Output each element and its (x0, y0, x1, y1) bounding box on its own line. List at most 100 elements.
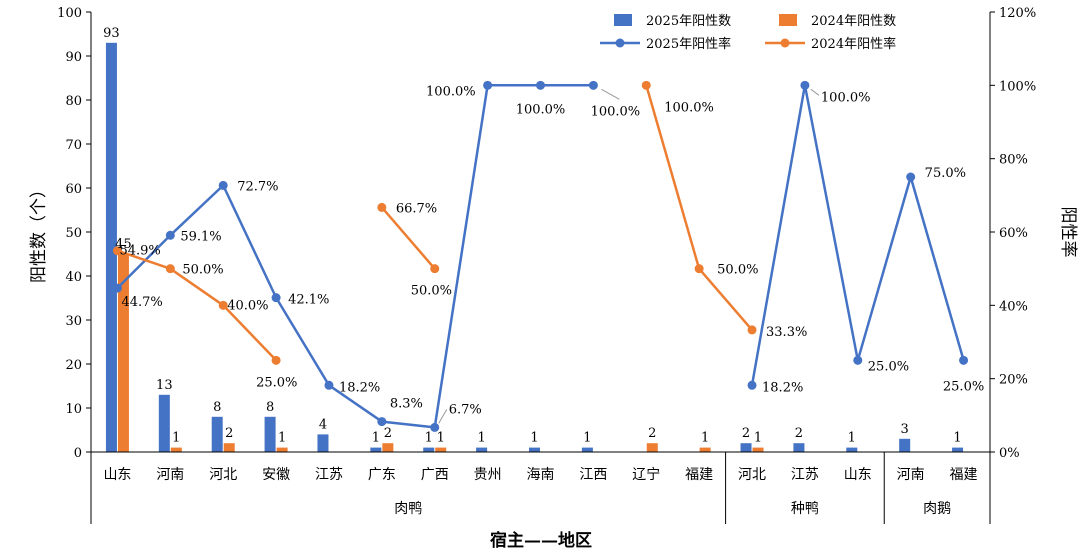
bar-2025 (529, 447, 540, 452)
bar-2025-label: 93 (103, 26, 120, 41)
bar-2024-label: 2 (384, 426, 392, 441)
bar-2024 (435, 447, 447, 452)
bar-2025-label: 13 (156, 378, 173, 393)
y-tick-label: 0 (74, 446, 82, 461)
rate-2024-line (645, 84, 753, 331)
bar-2025 (158, 394, 170, 452)
rate-2025-label: 25.0% (943, 379, 984, 394)
legend-label: 2024年阳性率 (811, 36, 896, 52)
bar-2024-label: 2 (648, 426, 656, 441)
bar-2025 (317, 434, 329, 452)
bar-2024 (646, 443, 658, 452)
rate-2025-point (218, 180, 228, 190)
y2-tick-label: 100% (999, 79, 1036, 94)
x-category-label: 河南 (156, 467, 184, 483)
x-category-label: 河北 (738, 467, 766, 483)
bar-2025-label: 1 (530, 431, 538, 446)
y-tick-label: 20 (65, 358, 82, 373)
y-tick-label: 90 (65, 50, 82, 65)
rate-2025-label: 72.7% (237, 179, 278, 194)
bar-2025 (899, 438, 911, 452)
y-tick-label: 80 (65, 94, 82, 109)
rate-2024-point (641, 80, 651, 90)
bar-2025-label: 2 (742, 426, 750, 441)
rate-2024-label: 66.7% (396, 201, 437, 216)
bar-2025 (370, 447, 382, 452)
rate-2025-point (112, 283, 122, 293)
x-category-label: 辽宁 (632, 466, 660, 483)
rate-2024-label: 100.0% (664, 100, 714, 115)
bar-2025-label: 1 (848, 431, 856, 446)
y2-tick-label: 60% (999, 226, 1028, 241)
bar-2025 (740, 443, 752, 452)
rate-2024-point (271, 355, 281, 365)
rate-2025-label: 18.2% (339, 380, 380, 395)
legend-swatch-bar (614, 14, 632, 26)
bar-2025-label: 8 (266, 400, 274, 415)
rate-2024-label: 25.0% (256, 375, 297, 390)
rate-2024-label: 40.0% (227, 298, 268, 313)
bar-2024-label: 1 (754, 431, 762, 446)
bar-2025 (211, 416, 223, 452)
group-label: 肉鸭 (394, 501, 422, 517)
rate-2025-label: 25.0% (868, 359, 909, 374)
bar-2025 (846, 447, 858, 452)
y-tick-label: 70 (65, 138, 82, 153)
bar-2025-label: 1 (477, 431, 485, 446)
bar-2025 (581, 447, 593, 452)
x-category-label: 广西 (421, 467, 449, 483)
rate-2024-label: 50.0% (411, 284, 452, 299)
rate-2025-point (536, 80, 545, 90)
y2-tick-label: 40% (999, 299, 1028, 314)
bar-2025-label: 2 (795, 426, 803, 441)
x-category-label: 江苏 (791, 467, 819, 483)
rate-2024-point (747, 325, 757, 335)
rate-2024-label: 50.0% (717, 263, 758, 278)
bar-2024 (382, 443, 394, 452)
legend-label: 2024年阳性数 (811, 14, 896, 29)
bar-2025 (793, 443, 805, 452)
group-label: 种鸭 (791, 501, 819, 517)
rate-2025-line (750, 84, 965, 386)
x-category-label: 福建 (950, 467, 978, 483)
rate-2025-point (271, 293, 281, 303)
rate-2025-point (324, 380, 334, 390)
legend-label: 2025年阳性数 (646, 14, 731, 29)
rate-2024-point (430, 264, 440, 274)
y2-tick-label: 120% (999, 6, 1036, 21)
x-category-label: 贵州 (474, 467, 502, 483)
rate-2025-line (116, 84, 594, 429)
legend-swatch-marker (780, 38, 790, 48)
group-label: 肉鹅 (923, 500, 951, 517)
legend-swatch-bar (779, 14, 797, 26)
rate-2024-point (112, 246, 122, 256)
x-category-label: 江苏 (315, 467, 343, 483)
bar-2025-label: 4 (319, 417, 327, 432)
rate-2025-label: 8.3% (390, 397, 423, 412)
rate-2024-point (694, 264, 704, 274)
rate-2024-point (377, 202, 387, 212)
x-category-label: 山东 (103, 467, 131, 483)
rate-2025-label: 100.0% (591, 104, 641, 119)
leader-line (601, 88, 620, 100)
x-category-label: 海南 (527, 467, 555, 483)
x-category-label: 江西 (579, 467, 607, 483)
rate-2025-point (853, 355, 863, 365)
y-tick-label: 30 (65, 314, 82, 329)
y-tick-label: 60 (65, 182, 82, 197)
x-category-label: 河北 (209, 467, 237, 483)
legend: 2025年阳性数 2024年阳性数 2025年阳性率 2024年阳性率 (600, 14, 896, 52)
bar-2025 (952, 447, 964, 452)
rate-2024-line (380, 206, 436, 270)
rate-2024-point (165, 264, 175, 274)
rate-2025-point (165, 230, 175, 240)
rate-2025-point (430, 422, 440, 432)
rate-2025-point (483, 80, 493, 90)
bar-2024-label: 45 (115, 237, 132, 252)
leader-line (810, 88, 820, 96)
legend-swatch-marker (615, 38, 625, 48)
bar-2024 (699, 447, 711, 452)
y-tick-label: 10 (65, 402, 82, 417)
